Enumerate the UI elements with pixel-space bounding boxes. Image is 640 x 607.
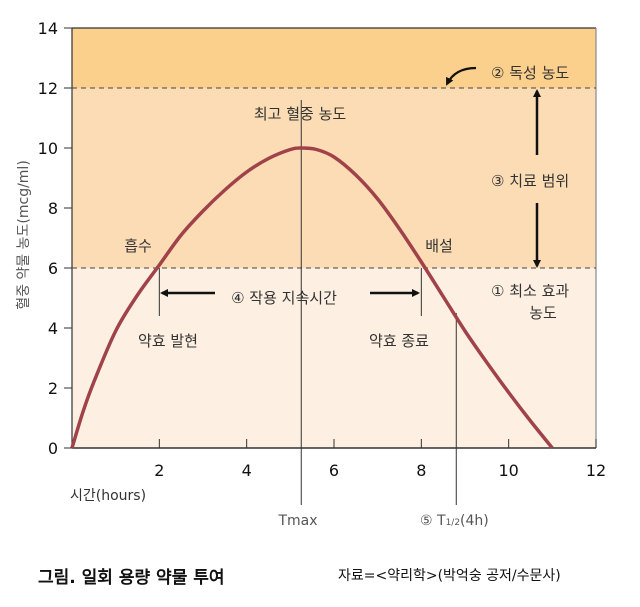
t-half-label: ⑤ T1/2(4h) xyxy=(420,513,489,529)
y-tick-label: 10 xyxy=(38,139,58,158)
y-tick-label: 4 xyxy=(48,319,58,338)
x-tick-label: 2 xyxy=(154,461,164,480)
therapeutic-label: ③ 치료 범위 xyxy=(491,172,569,190)
min-effective-label: ① 최소 효과 xyxy=(491,282,569,300)
x-tick-label: 4 xyxy=(242,461,252,480)
t-half-sub: 1/2 xyxy=(446,518,460,528)
min-effective-label-2: 농도 xyxy=(529,304,557,322)
band-2 xyxy=(72,28,596,88)
y-tick-label: 2 xyxy=(48,379,58,398)
end-label: 약효 종료 xyxy=(369,332,429,350)
toxic-label: ② 독성 농도 xyxy=(491,64,569,82)
caption-source: 자료=<약리학>(박억숭 공저/수문사) xyxy=(338,568,561,584)
x-tick-label: 12 xyxy=(586,461,606,480)
y-tick-label: 14 xyxy=(38,19,58,38)
band-1 xyxy=(72,88,596,268)
onset-label: 약효 발현 xyxy=(138,332,198,350)
series-line xyxy=(70,146,554,450)
peak-label: 최고 혈중 농도 xyxy=(254,105,347,123)
caption-title: 그림. 일회 용량 약물 투여 xyxy=(38,568,225,588)
y-tick-label: 8 xyxy=(48,199,58,218)
t-half-prefix: ⑤ T xyxy=(420,513,446,529)
x-axis-label: 시간(hours) xyxy=(70,488,146,504)
t-half-suffix: (4h) xyxy=(460,513,489,529)
absorption-label: 흡수 xyxy=(124,237,152,255)
excretion-label: 배설 xyxy=(425,237,453,255)
x-tick-label: 10 xyxy=(498,461,518,480)
x-tick-label: 8 xyxy=(416,461,426,480)
x-tick-label: 6 xyxy=(329,461,339,480)
duration-label: ④ 작용 지속시간 xyxy=(231,289,337,307)
y-tick-label: 12 xyxy=(38,79,58,98)
y-tick-label: 0 xyxy=(48,439,58,458)
y-tick-label: 6 xyxy=(48,259,58,278)
toxic-curved-arrow xyxy=(446,66,477,86)
tmax-label: Tmax xyxy=(277,513,317,529)
y-axis-label: 혈중 약물 농도(mcg/ml) xyxy=(16,160,32,310)
